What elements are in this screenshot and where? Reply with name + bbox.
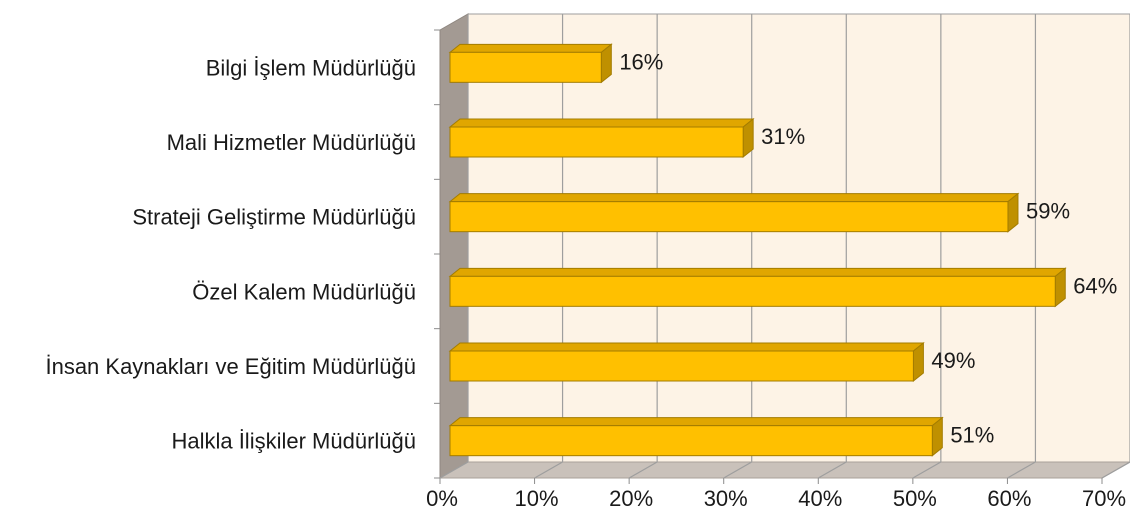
data-labels: 16% 31% 59% 64% 49% 51% [619,49,1117,447]
x-tick-label: 20% [609,486,653,511]
data-label: 49% [931,348,975,373]
x-tick-label: 60% [987,486,1031,511]
bar-top-face [448,43,613,53]
bar [449,425,933,457]
bar [449,51,602,83]
bar [449,201,1009,233]
category-label: Özel Kalem Müdürlüğü [192,279,416,304]
category-labels: Bilgi İşlem Müdürlüğü Mali Hizmetler Müdü… [45,55,416,453]
floor-gridline [628,461,658,479]
left-wall [439,13,469,479]
category-label: İnsan Kaynakları ve Eğitim Müdürlüğü [45,354,416,379]
category-label: Halkla İlişkiler Müdürlüğü [171,429,416,454]
x-tick-label: 50% [893,486,937,511]
data-label: 64% [1073,273,1117,298]
bars [448,43,1067,457]
data-label: 16% [619,49,663,74]
floor [438,461,1130,479]
data-label: 31% [761,124,805,149]
category-label: Bilgi İşlem Müdürlüğü [206,55,416,80]
x-tick-label: 0% [426,486,458,511]
chart-walls [438,13,1130,479]
x-tick-label: 30% [704,486,748,511]
x-tick-label: 10% [515,486,559,511]
data-label: 51% [950,423,994,448]
x-tick-label: 70% [1082,486,1126,511]
x-axis-ticks: 0% 10% 20% 30% 40% 50% 60% 70% [426,29,1126,511]
floor-gridline [817,461,847,479]
bar-top-face [448,193,1020,203]
bar-top-face [448,267,1067,277]
plot-back-wall [467,13,1130,463]
floor-gridline [912,461,942,479]
bar [449,126,744,158]
category-label: Strateji Geliştirme Müdürlüğü [132,205,416,230]
category-label: Mali Hizmetler Müdürlüğü [167,130,416,155]
floor-gridline [439,461,469,479]
floor-gridline [534,461,563,479]
x-tick-label: 40% [798,486,842,511]
data-label: 59% [1026,199,1070,224]
bar-top-face [448,118,755,128]
bar [449,350,914,382]
bar [449,275,1056,307]
gridlines [439,14,1130,479]
bar-top-face [448,417,944,427]
floor-gridline [723,461,753,479]
bar-top-face [448,342,925,352]
floor-gridline [1007,461,1036,479]
floor-gridline [1101,461,1130,479]
